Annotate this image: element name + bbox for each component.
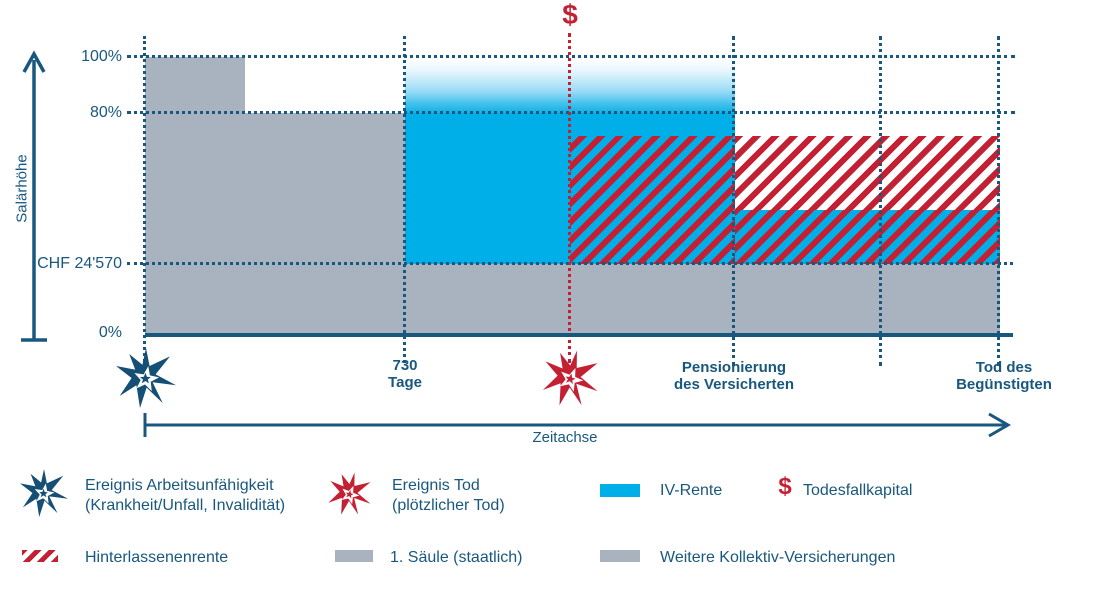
tick-chf: CHF 24'570 [37, 255, 122, 272]
y-axis-title: Salärhöhe [13, 154, 31, 223]
legend-weitere-kollektiv-swatch [600, 550, 640, 562]
legend-dollar-icon: $ [778, 473, 792, 500]
area-hinterlassenenrente-on-cyan-2 [735, 210, 1000, 264]
legend-event-disability: Ereignis Arbeitsunfähigkeit (Krankheit/U… [85, 477, 286, 514]
area-iv-rente-strip [570, 113, 735, 136]
milestone-730-tage: 730 Tage [388, 357, 422, 391]
event-line-death [568, 33, 571, 363]
event-line-unlabeled [879, 36, 882, 366]
area-kollektiv-100pct [145, 57, 245, 337]
y-axis-arrow [21, 50, 47, 342]
tick-0: 0% [98, 324, 122, 341]
x-baseline [145, 333, 1013, 337]
todesfallkapital-dollar-icon: $ [562, 0, 578, 30]
disability-star-icon [116, 348, 176, 408]
area-iv-rente [405, 113, 570, 264]
x-axis-title: Zeitachse [532, 429, 598, 446]
area-kollektiv-80pct [245, 113, 405, 337]
legend-event-death: Ereignis Tod (plötzlicher Tod) [392, 477, 505, 514]
legend-hinterlassenenrente-swatch [22, 550, 58, 562]
gridline-80pct [127, 111, 1015, 114]
legend-hinterlassenenrente-label: Hinterlassenenrente [85, 549, 229, 566]
event-line-tod-beguenstigter [997, 36, 1000, 366]
legend-iv-rente-swatch [600, 484, 640, 497]
gridline-100pct [127, 55, 1015, 58]
legend-todesfallkapital-label: Todesfallkapital [803, 482, 913, 499]
area-hinterlassenenrente-on-white [735, 136, 1000, 210]
legend-erste-saeule-label: 1. Säule (staatlich) [390, 549, 523, 566]
tick-100: 100% [81, 48, 122, 65]
area-erste-saeule [405, 264, 1000, 337]
legend-erste-saeule-swatch [335, 550, 373, 562]
event-line-pensionierung [732, 36, 735, 366]
legend-iv-rente-label: IV-Rente [660, 482, 723, 499]
event-line-disability [143, 36, 146, 362]
death-star-icon [537, 344, 605, 413]
legend-weitere-kollektiv-label: Weitere Kollektiv-Versicherungen [660, 549, 896, 566]
milestone-pensionierung: Pensionierung des Versicherten [673, 359, 795, 393]
legend-death-star-icon [323, 467, 377, 521]
milestone-tod-beguenstigter: Tod des Begünstigten [956, 359, 1052, 393]
event-line-730-tage [403, 36, 406, 363]
legend-disability-star-icon [20, 469, 68, 517]
x-axis-arrow [143, 412, 1011, 438]
area-hinterlassenenrente-on-cyan [570, 136, 735, 264]
tick-80: 80% [89, 104, 122, 121]
